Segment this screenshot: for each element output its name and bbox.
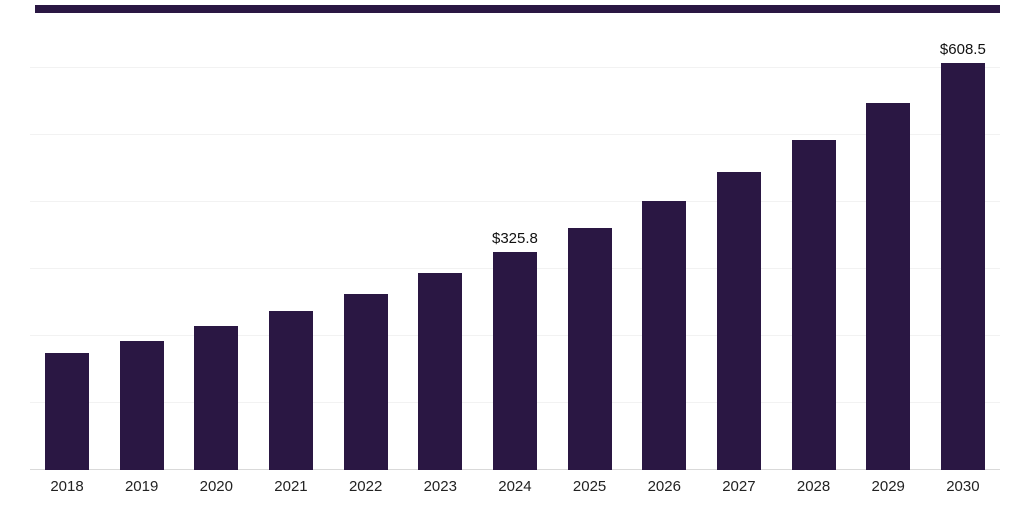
bar-slot-2026 [642,10,687,470]
x-tick-2030: 2030 [946,478,980,495]
bar-slot-2024: $325.8 [492,10,538,470]
x-tick-2022: 2022 [348,478,383,495]
bar-2019 [119,341,164,470]
bar-slot-2030: $608.5 [940,10,986,470]
value-label-2030: $608.5 [939,41,986,58]
bar-2028 [791,140,836,470]
gridline [30,67,1000,68]
x-tick-2029: 2029 [871,478,905,495]
x-tick-2023: 2023 [423,478,457,495]
value-label-2024: $325.8 [491,230,538,247]
bar-slot-2025 [567,10,612,470]
bar-2018 [45,353,89,470]
bar-2023 [418,273,463,470]
gridline [30,201,1000,202]
bar-2026 [642,201,687,470]
x-tick-2026: 2026 [647,478,681,495]
bar-2021 [268,311,313,470]
x-tick-2021: 2021 [274,478,308,495]
bar-2029 [866,103,911,470]
bar-slot-2020 [194,10,239,470]
bar-slot-2018 [45,10,89,470]
bar-2022 [343,294,388,470]
x-tick-2025: 2025 [572,478,607,495]
gridline [30,134,1000,135]
bar-slot-2021 [268,10,313,470]
top-accent-bar [35,5,1000,13]
bars-row: $325.8 $608.5 [45,10,986,470]
bar-2030: $608.5 [940,41,986,470]
x-tick-2019: 2019 [124,478,159,495]
x-tick-2027: 2027 [722,478,756,495]
bar-slot-2022 [343,10,388,470]
bar-slot-2027 [716,10,761,470]
bar-slot-2019 [119,10,164,470]
bar-2027 [716,172,761,470]
x-tick-2018: 2018 [50,478,84,495]
bar-2020 [194,326,239,470]
x-tick-2028: 2028 [796,478,831,495]
x-tick-2020: 2020 [199,478,233,495]
bar-2025 [567,228,612,470]
plot-area: $325.8 $608.5 [30,10,1000,470]
bar-slot-2028 [791,10,836,470]
x-tick-2024: 2024 [498,478,532,495]
bar-slot-2023 [418,10,463,470]
bar-slot-2029 [866,10,911,470]
bar-2024: $325.8 [492,230,538,470]
x-axis-labels: 2018 2019 2020 2021 2022 2023 2024 2025 2026 2027… [45,478,985,495]
